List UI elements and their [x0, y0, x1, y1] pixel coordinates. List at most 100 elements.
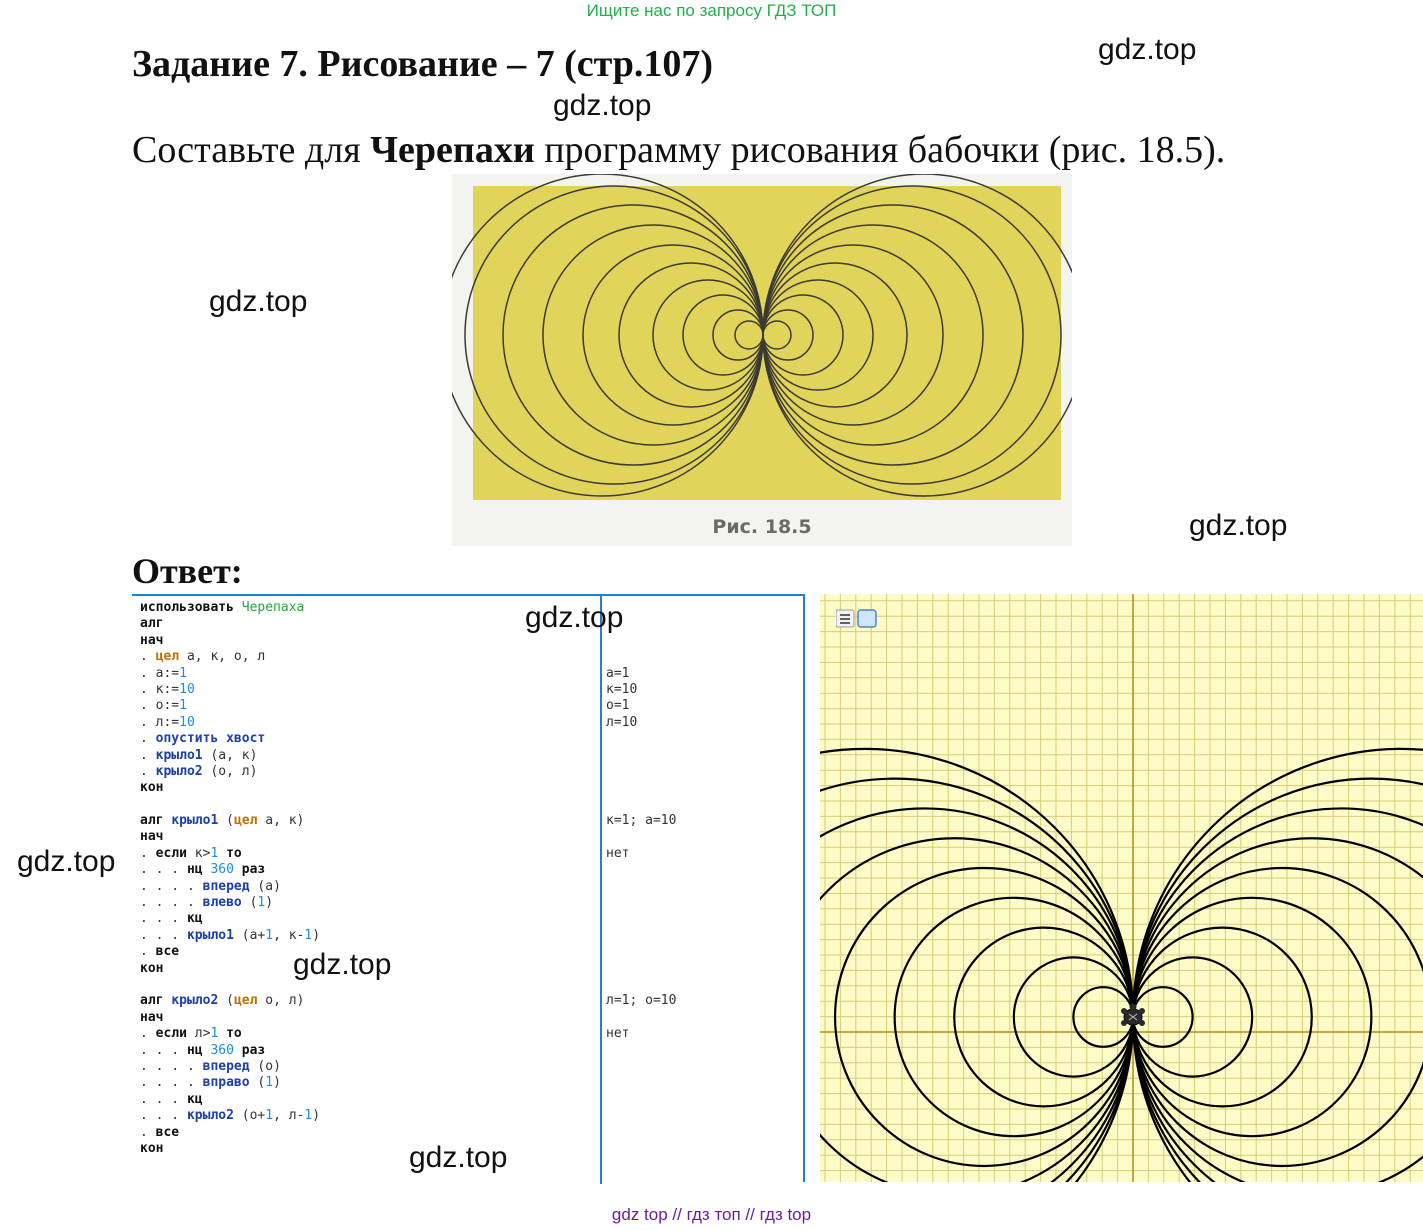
code-line[interactable]: . . . нц 360 раз	[140, 862, 320, 878]
code-token: все	[155, 1124, 180, 1140]
code-line[interactable]: . о:=1	[140, 698, 320, 714]
margin-line	[606, 977, 676, 993]
code-line[interactable]: . . . . вправо (1)	[140, 1075, 320, 1091]
code-line[interactable]: . . . . вперед (а)	[140, 879, 320, 895]
margin-line	[606, 797, 676, 813]
code-token: 1	[179, 665, 187, 681]
code-token: кон	[140, 780, 164, 796]
code-token: если	[155, 1026, 187, 1042]
code-token	[218, 846, 226, 861]
figure-right-circle	[762, 244, 944, 426]
code-token: 1	[210, 1026, 219, 1042]
code-token: 10	[179, 681, 195, 697]
code-token: 1	[304, 927, 313, 943]
menu-icon[interactable]	[835, 609, 855, 628]
code-line[interactable]: . . . нц 360 раз	[140, 1043, 320, 1059]
code-line[interactable]: кон	[140, 961, 320, 977]
margin-line	[606, 1141, 676, 1157]
code-token: вправо	[202, 1075, 250, 1091]
turtle-canvas[interactable]	[595, 594, 1423, 1230]
code-token: а, к)	[257, 813, 305, 829]
code-line[interactable]: . . . . вперед (о)	[140, 1059, 320, 1075]
code-token: . . .	[140, 1042, 187, 1058]
code-token: нач	[140, 1009, 164, 1025]
code-line[interactable]: нач	[140, 829, 320, 845]
code-token: 1	[265, 1075, 274, 1091]
code-token: .	[140, 845, 156, 861]
code-line[interactable]: . цел а, к, о, л	[140, 649, 320, 665]
code-line[interactable]: кон	[140, 780, 320, 796]
code-line[interactable]: алг крыло1 (цел а, к)	[140, 813, 320, 829]
code-line[interactable]: кон	[140, 1141, 320, 1157]
code-line[interactable]: . если л>1 то	[140, 1026, 320, 1042]
code-token: все	[155, 944, 180, 960]
code-token: .	[140, 731, 156, 747]
code-line[interactable]: . . . кц	[140, 911, 320, 927]
code-token: 1	[210, 845, 219, 861]
margin-line	[606, 1108, 676, 1124]
code-line[interactable]: . все	[140, 944, 320, 960]
margin-line	[606, 649, 676, 665]
figure-left-circle	[464, 185, 764, 485]
code-token: 1	[179, 698, 187, 714]
figure-right-circle	[762, 204, 1024, 466]
figure-left-circle	[452, 174, 764, 497]
code-line[interactable]: нач	[140, 633, 320, 649]
code-line[interactable]: . . . кц	[140, 1092, 320, 1108]
code-token: о, л)	[257, 993, 305, 1009]
code-line[interactable]: . все	[140, 1125, 320, 1141]
figure-right-circle	[762, 320, 792, 350]
margin-line	[606, 731, 676, 747]
code-token: , л-	[273, 1108, 305, 1124]
code-token: цел	[155, 649, 180, 665]
figure-left-circle	[712, 309, 764, 361]
watermark: gdz.top	[553, 89, 652, 122]
code-token: (о)	[249, 1058, 281, 1074]
margin-line: л=10	[606, 714, 638, 730]
code-area[interactable]: использовать Черепаха алг нач. цел а, к, о…	[140, 600, 320, 1157]
code-editor[interactable]: использовать Черепаха алг нач. цел а, к, о…	[132, 594, 805, 1184]
code-token: 1	[265, 927, 274, 943]
code-token: . . . .	[140, 1075, 203, 1091]
code-token: крыло2	[155, 763, 203, 779]
code-token: нц	[186, 1042, 203, 1058]
code-token: нц	[186, 862, 203, 878]
code-line[interactable]: использовать Черепаха	[140, 600, 320, 616]
code-token: .	[140, 1026, 156, 1042]
code-line[interactable]: алг крыло2 (цел о, л)	[140, 993, 320, 1009]
watermark: gdz.top	[525, 601, 624, 634]
code-line[interactable]: . опустить хвост	[140, 731, 320, 747]
code-line[interactable]: . . . крыло2 (о+1, л-1)	[140, 1108, 320, 1124]
code-token: . . .	[140, 862, 187, 878]
code-line[interactable]: . если к>1 то	[140, 846, 320, 862]
code-token: )	[265, 895, 274, 911]
code-token: (о+	[233, 1108, 266, 1124]
watermark: gdz.top	[209, 285, 308, 318]
code-line[interactable]	[140, 797, 320, 813]
code-line[interactable]: . крыло1 (а, к)	[140, 748, 320, 764]
code-token: то	[226, 845, 242, 861]
code-line[interactable]: . . . . влево (1)	[140, 895, 320, 911]
code-line[interactable]: . . . крыло1 (а+1, к-1)	[140, 928, 320, 944]
figure-left-circle	[682, 294, 764, 376]
code-line[interactable]: . к:=10	[140, 682, 320, 698]
canvas-controls	[835, 609, 877, 628]
code-line[interactable]: . л:=10	[140, 715, 320, 731]
code-token: .	[140, 1124, 156, 1140]
code-token: кон	[140, 960, 164, 976]
code-line[interactable]: . крыло2 (о, л)	[140, 764, 320, 780]
figure-left-circle	[502, 204, 764, 466]
code-token: .	[140, 747, 156, 763]
margin-line	[606, 1092, 676, 1108]
code-line[interactable]: нач	[140, 1010, 320, 1026]
code-line[interactable]: алг	[140, 616, 320, 632]
square-icon[interactable]	[857, 609, 877, 628]
answer-label: Ответ:	[132, 551, 243, 591]
code-line[interactable]: . а:=1	[140, 666, 320, 682]
code-token: а, к, о, л	[179, 649, 266, 665]
code-token: крыло2	[171, 993, 219, 1009]
margin-line	[606, 1043, 676, 1059]
footer-links: gdz top // гдз топ // гдз top	[611, 1205, 812, 1224]
search-banner: Ищите нас по запросу ГДЗ ТОП	[586, 1, 837, 20]
margin-separator	[600, 596, 602, 1184]
